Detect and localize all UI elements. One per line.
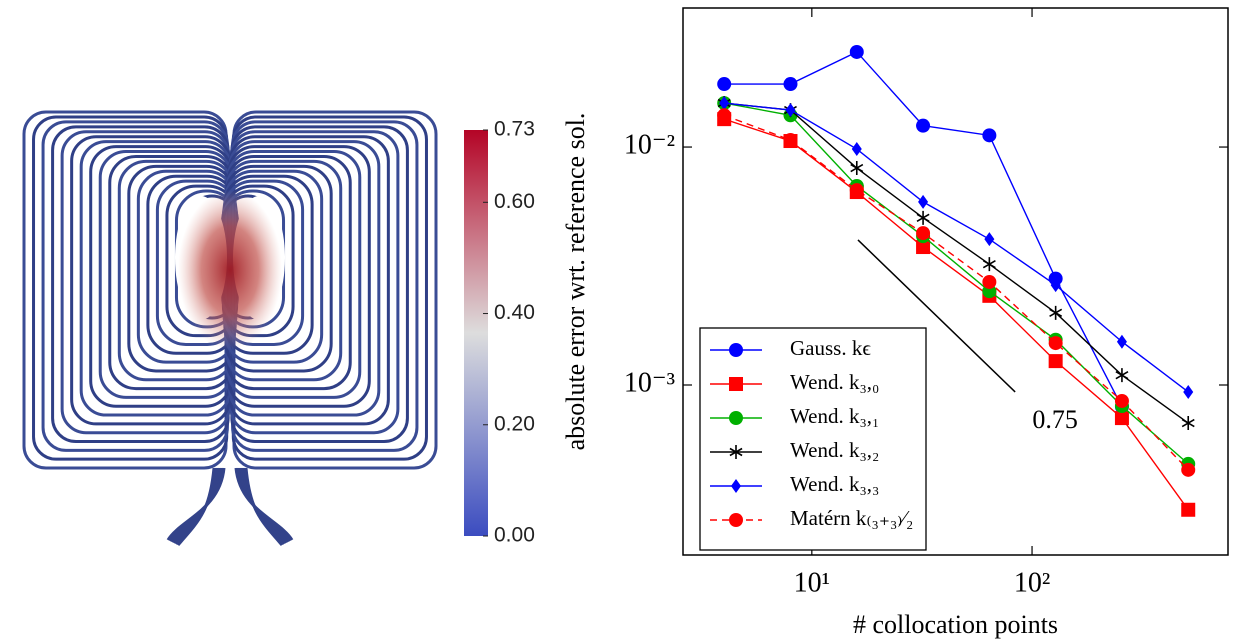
marker: [785, 103, 796, 118]
marker: [916, 226, 931, 241]
colorbar-tick-label: 0.60: [494, 190, 535, 213]
marker: [1181, 416, 1195, 431]
series-line: [723, 114, 1189, 471]
marker: [851, 142, 862, 157]
y-axis-label: absolute error wrt. reference sol.: [561, 113, 590, 451]
plot-frame: [682, 7, 1229, 556]
marker: [982, 257, 996, 272]
marker: [1115, 368, 1129, 383]
legend-label: Gauss. kϵ: [790, 336, 871, 360]
streamline: [234, 467, 294, 541]
x-tick-label: 10¹: [794, 567, 830, 598]
colorbar-tick-label: 0.20: [494, 412, 535, 435]
legend-label: Wend. k₃,₂: [790, 438, 879, 462]
streamline-plot: [22, 110, 438, 546]
marker: [850, 161, 864, 176]
marker: [1049, 305, 1063, 320]
legend-box: [699, 327, 927, 551]
colorbar-scale: [464, 130, 488, 536]
marker: [849, 44, 864, 59]
marker: [916, 240, 931, 255]
marker: [1114, 411, 1129, 426]
marker: [1050, 278, 1061, 293]
marker: [1048, 336, 1063, 351]
slope-label: 0.75: [1032, 405, 1078, 434]
marker: [984, 232, 995, 247]
marker: [1116, 334, 1127, 349]
legend-label: Wend. k₃,₁: [790, 404, 879, 428]
marker: [729, 411, 743, 425]
marker: [729, 343, 743, 357]
marker: [729, 377, 743, 391]
colorbar-tick-label: 0.40: [494, 301, 535, 324]
colorbar-tick-label: 0.00: [494, 524, 535, 547]
marker: [1048, 354, 1063, 369]
marker: [729, 445, 743, 459]
marker: [982, 128, 997, 143]
marker: [916, 118, 931, 133]
y-tick-label: 10⁻³: [624, 367, 675, 398]
marker: [982, 274, 997, 289]
marker: [783, 133, 798, 148]
marker: [916, 210, 930, 225]
marker: [717, 108, 732, 123]
series-line: [723, 118, 1189, 511]
x-tick-label: 10²: [1014, 567, 1050, 598]
marker: [849, 183, 864, 198]
legend-label: Wend. k₃,₀: [790, 370, 879, 394]
streamline: [166, 467, 226, 541]
y-tick-label: 10⁻²: [624, 129, 675, 160]
marker: [729, 513, 743, 527]
colorbar: 0.00 0.20 0.40 0.60 0.73: [464, 118, 535, 547]
marker: [918, 194, 929, 209]
marker: [731, 479, 741, 493]
x-axis-label: # collocation points: [853, 610, 1058, 639]
marker: [1183, 384, 1194, 399]
series-line: [724, 102, 1189, 424]
legend: Gauss. kϵ Wend. k₃,₀ Wend. k₃,₁ Wend. k₃,₂ W…: [699, 327, 927, 551]
marker: [717, 77, 732, 92]
high-speed-region: [178, 190, 282, 350]
legend-label: Wend. k₃,₃: [790, 472, 879, 496]
marker: [1114, 393, 1129, 408]
line-chart: 10¹ 10² 10⁻³ 10⁻² # collocation points absolu…: [561, 7, 1229, 639]
marker: [1181, 502, 1196, 517]
marker: [783, 77, 798, 92]
colorbar-tick-label: 0.73: [494, 118, 535, 141]
slope-line: [857, 239, 1016, 393]
marker: [719, 96, 730, 111]
series-line: [724, 102, 1189, 465]
legend-label: Matérn k₍₃₊₃₎⁄₂: [790, 506, 913, 530]
marker: [1181, 462, 1196, 477]
series-line: [724, 102, 1189, 393]
